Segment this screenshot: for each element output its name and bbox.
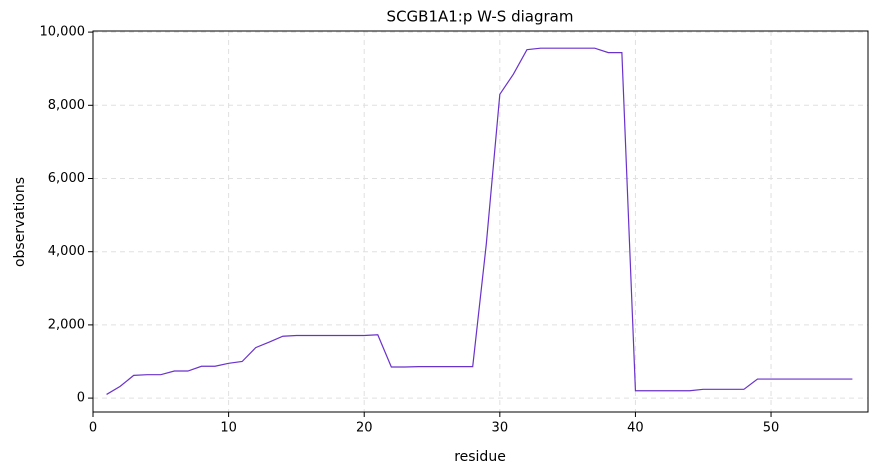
y-tick-label: 8,000 bbox=[48, 98, 85, 113]
plot-frame bbox=[92, 30, 869, 413]
chart-title: SCGB1A1:p W-S diagram bbox=[387, 8, 574, 26]
y-axis-label: observations bbox=[12, 177, 28, 267]
x-tick-label: 10 bbox=[220, 421, 237, 436]
y-tick-label: 4,000 bbox=[48, 244, 85, 259]
y-tick-label: 2,000 bbox=[48, 317, 85, 332]
x-tick-label: 0 bbox=[89, 421, 97, 436]
x-tick-label: 40 bbox=[627, 421, 644, 436]
y-tick-label: 6,000 bbox=[48, 171, 85, 186]
y-tick-label: 10,000 bbox=[40, 25, 86, 40]
y-tick-label: 0 bbox=[77, 391, 85, 406]
x-tick-label: 20 bbox=[356, 421, 373, 436]
x-axis-label: residue bbox=[454, 449, 506, 465]
x-tick-label: 30 bbox=[492, 421, 509, 436]
x-tick-label: 50 bbox=[763, 421, 780, 436]
data-line bbox=[106, 47, 853, 395]
